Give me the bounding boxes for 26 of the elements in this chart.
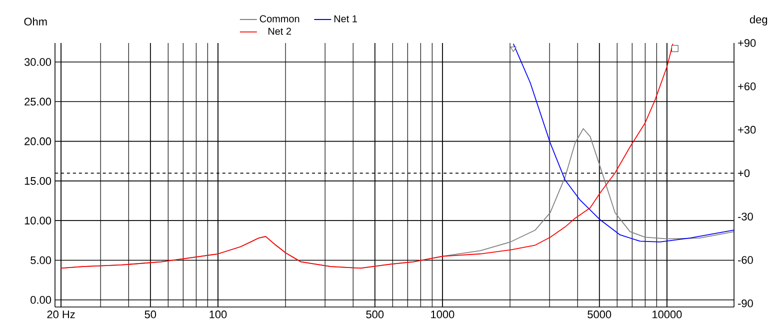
y2-tick-label: +0 [738, 169, 750, 178]
y2-tick-label: -60 [738, 256, 753, 264]
x-tick-label: 5000 [588, 310, 612, 318]
y2-tick-label: -30 [738, 212, 753, 220]
y-tick-label: 20.00 [24, 137, 52, 146]
y2-axis-title: deg [750, 15, 768, 26]
y2-tick-label: -90 [738, 300, 753, 308]
y-tick-label: 25.00 [24, 98, 52, 106]
y2-tick-label: +90 [738, 39, 756, 47]
x-tick-label: 10000 [652, 310, 682, 318]
legend-label: Net 1 [334, 15, 357, 22]
y-tick-label: 0.00 [30, 296, 52, 304]
y-tick-label: 30.00 [24, 58, 52, 66]
x-tick-label: 20 Hz [47, 310, 75, 318]
legend-label: Net 2 [268, 28, 291, 35]
y-tick-label: 10.00 [24, 216, 52, 224]
x-tick-label: 50 [144, 310, 156, 318]
x-tick-label: 100 [210, 310, 227, 318]
y-tick-label: 15.00 [24, 177, 52, 185]
y-axis-title: Ohm [24, 17, 47, 26]
x-tick-label: 500 [366, 310, 384, 318]
x-tick-label: 1000 [431, 310, 454, 318]
legend-label: Common [260, 15, 300, 22]
y2-tick-label: +60 [738, 82, 756, 90]
y2-tick-label: +30 [738, 126, 756, 134]
y-tick-label: 5.00 [30, 256, 52, 264]
